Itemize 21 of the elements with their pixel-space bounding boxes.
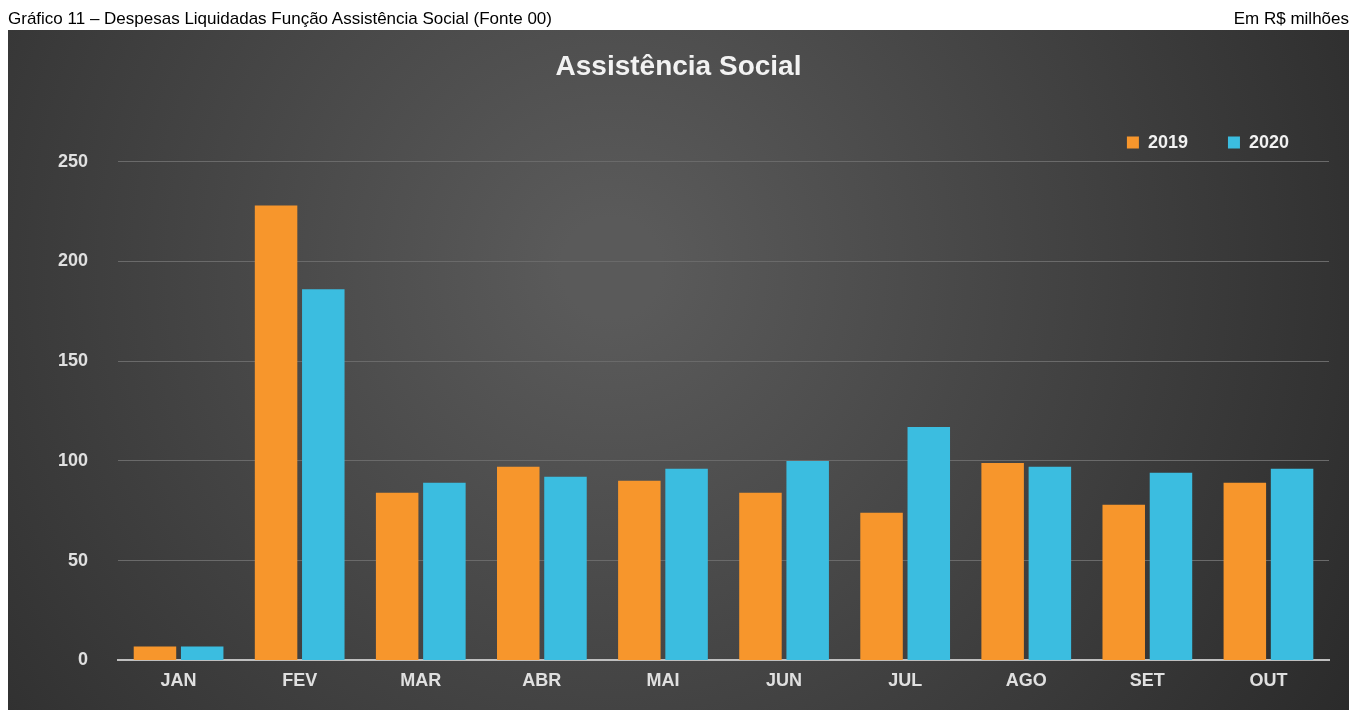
y-tick-label: 100 [57, 449, 89, 470]
text: Gráfico 11 – Despesas Liquidadas Função Assistência Social (Fonte 00) [8, 8, 552, 30]
x-tick-label: MAI [646, 670, 680, 691]
legend-label: 2020 [1248, 131, 1289, 152]
chart-title: Assistência Social [555, 49, 802, 81]
x-tick-label: AGO [1005, 670, 1047, 691]
x-tick-label: SET [1129, 670, 1165, 691]
x-tick-label: JUN [766, 670, 803, 691]
y-tick-label: 250 [57, 150, 89, 171]
x-tick-label: ABR [522, 670, 562, 691]
legend-label: 2019 [1147, 131, 1188, 152]
x-tick-label: JAN [160, 670, 197, 691]
y-tick-label: 150 [57, 350, 89, 371]
x-tick-label: FEV [282, 670, 318, 691]
x-tick-label: OUT [1249, 670, 1288, 691]
x-tick-label: MAR [400, 670, 442, 691]
y-tick-label: 0 [78, 649, 89, 670]
x-tick-label: JUL [888, 670, 923, 691]
text: Em R$ milhões [1233, 8, 1349, 30]
y-tick-label: 200 [57, 250, 89, 271]
y-tick-label: 50 [68, 549, 89, 570]
